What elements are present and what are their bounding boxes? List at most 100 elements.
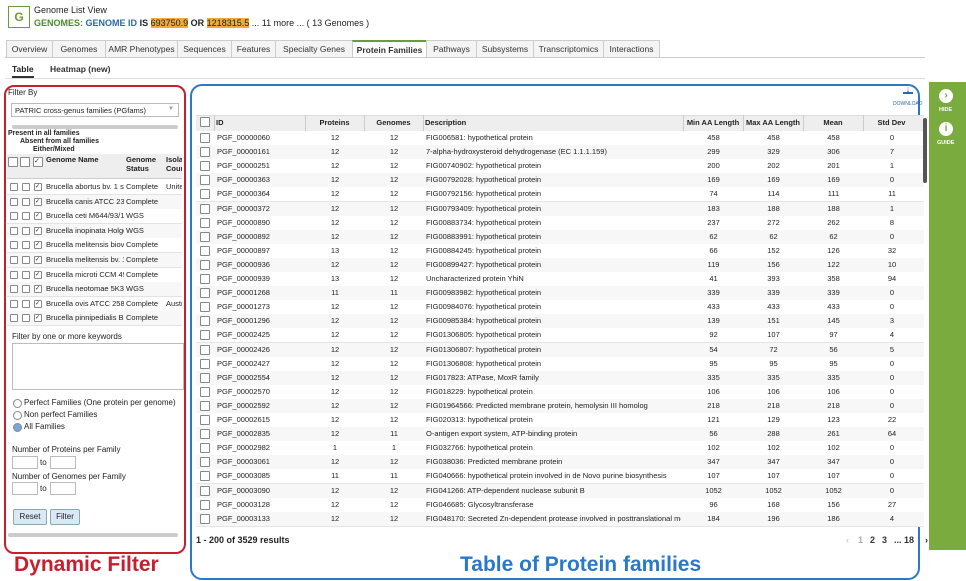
checkbox[interactable]	[22, 299, 30, 308]
checkbox[interactable]	[10, 299, 18, 308]
filter-button[interactable]: Filter	[50, 509, 80, 525]
checkbox[interactable]: ✓	[34, 270, 42, 279]
checkbox[interactable]	[200, 259, 210, 270]
checkbox[interactable]	[10, 285, 18, 294]
keywords-input[interactable]	[12, 343, 184, 390]
tab[interactable]: AMR Phenotypes	[105, 40, 178, 57]
page-link[interactable]: 3	[882, 535, 888, 545]
subtab[interactable]: Heatmap (new)	[50, 64, 111, 74]
checkbox[interactable]: ✓	[33, 157, 43, 167]
checkbox[interactable]	[10, 241, 18, 250]
checkbox[interactable]: ✓	[34, 285, 42, 294]
checkbox[interactable]: ✓	[34, 212, 42, 221]
checkbox[interactable]	[200, 302, 210, 313]
tab[interactable]: Sequences	[177, 40, 232, 57]
checkbox[interactable]: ✓	[34, 314, 42, 323]
range-input[interactable]	[50, 456, 76, 469]
column-header[interactable]: ID	[216, 118, 224, 127]
checkbox[interactable]	[200, 344, 210, 355]
download-icon[interactable]: ↓	[903, 85, 913, 94]
checkbox[interactable]: ✓	[34, 299, 42, 308]
download-label[interactable]: DOWNLOAD	[893, 101, 923, 107]
checkbox[interactable]	[200, 513, 210, 524]
tab[interactable]: Subsystems	[476, 40, 534, 57]
checkbox[interactable]	[22, 226, 30, 235]
checkbox[interactable]	[200, 133, 210, 143]
hide-label[interactable]: HIDE	[939, 107, 953, 113]
checkbox[interactable]	[22, 285, 30, 294]
page-link[interactable]: ... 18	[894, 535, 915, 545]
checkbox[interactable]	[10, 197, 18, 206]
checkbox[interactable]	[200, 429, 210, 440]
checkbox[interactable]	[200, 117, 210, 127]
checkbox[interactable]	[200, 231, 210, 242]
table-row[interactable]	[196, 511, 924, 527]
checkbox[interactable]	[200, 400, 210, 411]
radio[interactable]	[13, 399, 22, 408]
tab[interactable]: Overview	[6, 40, 53, 57]
checkbox[interactable]	[200, 147, 210, 158]
guide-label[interactable]: GUIDE	[937, 140, 955, 146]
checkbox[interactable]: ✓	[34, 226, 42, 235]
checkbox[interactable]	[10, 212, 18, 221]
query-id[interactable]: 693750.9	[150, 18, 189, 28]
checkbox[interactable]	[22, 212, 30, 221]
checkbox[interactable]	[22, 314, 30, 323]
checkbox[interactable]	[200, 274, 210, 284]
page-link[interactable]: 1	[858, 535, 864, 545]
page-link[interactable]: 2	[870, 535, 876, 545]
checkbox[interactable]	[200, 443, 210, 454]
checkbox[interactable]	[200, 288, 210, 299]
checkbox[interactable]	[20, 157, 30, 167]
checkbox[interactable]	[10, 270, 18, 279]
radio[interactable]	[13, 411, 22, 420]
select[interactable]: PATRIC cross-genus families (PGfams)	[11, 103, 179, 117]
checkbox[interactable]: ✓	[34, 241, 42, 250]
tab[interactable]: Protein Families	[352, 40, 427, 57]
checkbox[interactable]	[200, 358, 210, 369]
column-header[interactable]: Min AA Length	[686, 118, 740, 127]
checkbox[interactable]	[200, 330, 210, 341]
page-prev[interactable]: ‹	[846, 535, 849, 545]
tab[interactable]: Specialty Genes	[275, 40, 353, 57]
checkbox[interactable]	[200, 415, 210, 425]
checkbox[interactable]	[200, 457, 210, 468]
radio[interactable]	[13, 423, 22, 432]
hide-icon[interactable]: ›	[939, 89, 953, 103]
checkbox[interactable]	[200, 217, 210, 228]
range-input[interactable]	[12, 456, 38, 469]
range-input[interactable]	[12, 482, 38, 495]
column-header[interactable]: Genomes	[376, 118, 411, 127]
tab[interactable]: Features	[231, 40, 276, 57]
range-input[interactable]	[50, 482, 76, 495]
tab[interactable]: Transcriptomics	[533, 40, 604, 57]
page-next[interactable]: ›	[925, 535, 928, 545]
checkbox[interactable]	[10, 183, 18, 191]
checkbox[interactable]	[200, 499, 210, 510]
subtab[interactable]: Table	[12, 64, 34, 78]
checkbox[interactable]	[200, 372, 210, 383]
column-header[interactable]: Std Dev	[877, 118, 906, 127]
checkbox[interactable]	[200, 161, 210, 172]
column-header[interactable]: Proteins	[319, 118, 350, 127]
tab[interactable]: Pathways	[426, 40, 477, 57]
checkbox[interactable]	[22, 241, 30, 250]
tab[interactable]: Genomes	[52, 40, 106, 57]
checkbox[interactable]	[200, 485, 210, 496]
checkbox[interactable]	[22, 270, 30, 279]
guide-icon[interactable]: i	[939, 122, 953, 136]
checkbox[interactable]	[200, 471, 210, 482]
checkbox[interactable]	[200, 189, 210, 200]
checkbox[interactable]	[10, 314, 18, 323]
column-header[interactable]: Max AA Length	[745, 118, 801, 127]
checkbox[interactable]	[22, 256, 30, 264]
checkbox[interactable]	[200, 245, 210, 256]
checkbox[interactable]	[200, 316, 210, 327]
checkbox[interactable]	[10, 256, 18, 264]
checkbox[interactable]: ✓	[34, 256, 42, 264]
checkbox[interactable]	[200, 203, 210, 214]
query-id[interactable]: 1218315.5	[206, 18, 250, 28]
checkbox[interactable]	[22, 183, 30, 191]
checkbox[interactable]	[22, 197, 30, 206]
checkbox[interactable]	[8, 157, 18, 167]
